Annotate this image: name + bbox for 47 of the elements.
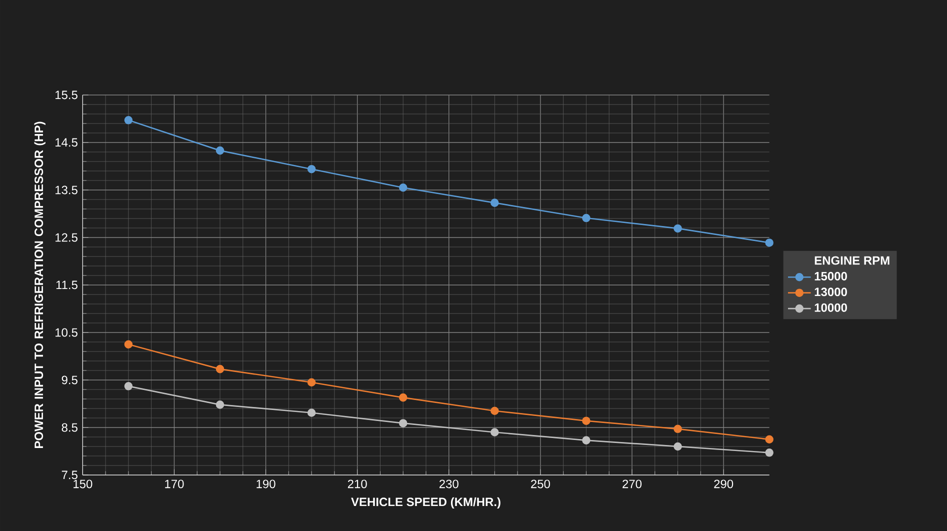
- point: [398, 393, 408, 402]
- legend-title: ENGINE RPM: [814, 256, 890, 265]
- y-tick-label: 13.5: [56, 186, 78, 194]
- point: [307, 164, 316, 174]
- x-tick-label: 230: [439, 480, 458, 488]
- point: [674, 424, 682, 434]
- point: [582, 436, 590, 444]
- y-tick-label: 9.5: [62, 376, 78, 384]
- point: [307, 408, 316, 417]
- point: [124, 340, 133, 348]
- legend-label: 15000: [814, 272, 847, 280]
- point: [216, 364, 224, 374]
- point: [398, 419, 408, 428]
- y-tick-label: 7.5: [62, 470, 78, 480]
- point: [398, 183, 408, 192]
- point: [582, 416, 590, 425]
- point: [490, 198, 499, 207]
- x-tick-label: 290: [714, 480, 734, 488]
- point: [765, 448, 774, 457]
- point: [765, 435, 774, 444]
- legend-label: 10000: [814, 303, 847, 312]
- x-tick-label: 270: [622, 480, 642, 488]
- y-tick-label: 15.5: [56, 90, 78, 100]
- y-axis-title: POWER INPUT TO REFRIGERATION COMPRESSOR (HP): [34, 122, 46, 448]
- x-tick-label: 150: [74, 480, 92, 488]
- point: [490, 428, 499, 436]
- x-tick-label: 250: [531, 480, 550, 488]
- point: [124, 116, 133, 124]
- point: [582, 214, 590, 222]
- y-tick-label: 14.5: [56, 138, 78, 147]
- point: [490, 406, 499, 415]
- y-tick-label: 8.5: [62, 423, 78, 432]
- y-tick-label: 11.5: [56, 280, 78, 290]
- legend-label: 13000: [814, 288, 847, 296]
- point: [674, 224, 682, 233]
- y-tick-label: 12.5: [56, 233, 78, 242]
- point: [674, 442, 682, 451]
- y-tick-label: 10.5: [56, 328, 78, 337]
- point: [765, 238, 774, 247]
- point: [216, 400, 224, 409]
- x-tick-label: 210: [348, 480, 367, 488]
- point: [216, 146, 224, 155]
- x-tick-label: 170: [165, 480, 184, 488]
- x-tick-label: 190: [256, 480, 276, 488]
- point: [307, 378, 316, 386]
- x-axis-title: VEHICLE SPEED (KM/HR.): [351, 497, 500, 509]
- point: [124, 382, 133, 390]
